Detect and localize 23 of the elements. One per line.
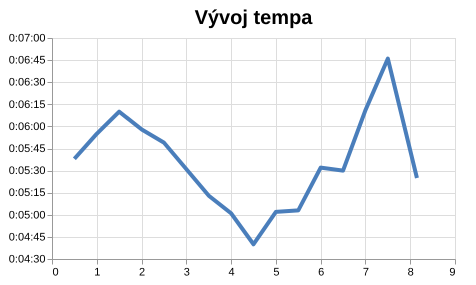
x-tick-label: 4 (228, 266, 235, 278)
y-tick-label: 0:05:15 (8, 187, 46, 200)
y-tick-label: 0:06:15 (8, 98, 46, 111)
y-tick-label: 0:05:00 (8, 209, 46, 222)
x-tick-label: 2 (138, 266, 146, 278)
y-tick-label: 0:06:45 (8, 54, 46, 67)
x-tick-label: 5 (273, 266, 280, 278)
y-tick-label: 0:04:30 (8, 254, 46, 266)
x-tick-label: 0 (52, 266, 59, 278)
x-tick-label: 1 (94, 266, 100, 278)
y-tick-label: 0:06:30 (8, 76, 46, 89)
y-tick-label: 0:07:00 (8, 32, 46, 44)
x-tick-label: 7 (362, 266, 370, 278)
x-tick-label: 9 (449, 266, 456, 278)
x-tick-label: 6 (318, 266, 324, 278)
y-tick-label: 0:05:30 (8, 165, 46, 178)
line-series (72, 56, 419, 246)
y-tick-label: 0:04:45 (8, 231, 46, 244)
x-tick-label: 8 (408, 266, 414, 278)
chart-title: Vývoj tempa (194, 7, 314, 29)
y-tick-label: 0:06:00 (8, 120, 46, 133)
y-tick-label: 0:05:45 (8, 143, 46, 155)
x-tick-label: 3 (184, 266, 190, 278)
